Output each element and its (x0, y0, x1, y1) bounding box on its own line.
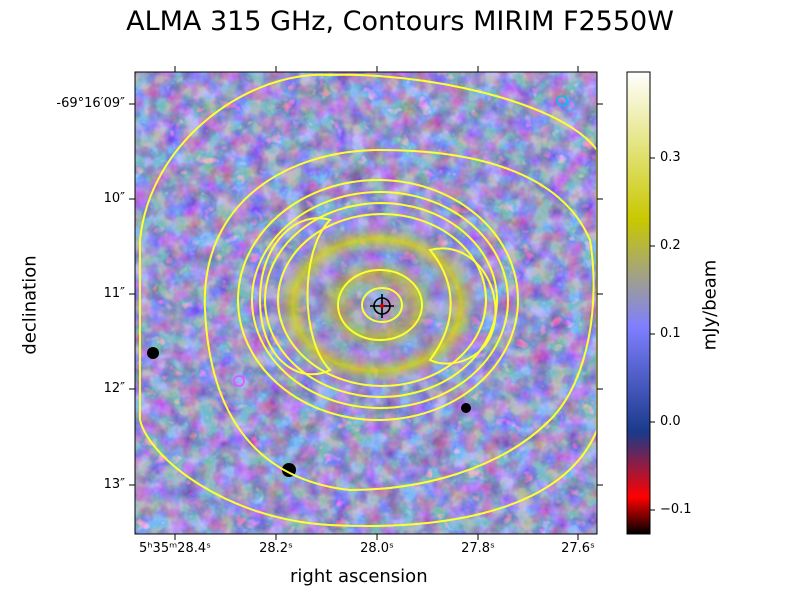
x-axis-label: right ascension (290, 566, 428, 587)
x-tick-label: 5ʰ35ᵐ28.4ˢ (139, 541, 211, 556)
colorbar-tick-label: 0.2 (660, 238, 681, 253)
contour-2 (203, 148, 595, 492)
magenta-circle (233, 375, 245, 387)
x-tick-label: 27.8ˢ (461, 541, 495, 556)
contour-4 (251, 191, 509, 409)
x-tick-label: 28.2ˢ (259, 541, 293, 556)
contour-8 (428, 247, 497, 365)
y-tick-label: 13″ (103, 477, 125, 492)
plot-frame (134, 71, 598, 535)
center-crosshair (370, 294, 394, 318)
colorbar-label: mJy/beam (699, 259, 721, 351)
y-tick-label: 11″ (103, 286, 125, 301)
contours (139, 73, 597, 528)
colorbar-tick-label: 0.0 (660, 414, 681, 429)
dark-spot (461, 403, 471, 413)
y-tick-label: 10″ (103, 191, 125, 206)
image-panel (135, 72, 597, 534)
x-tick-label: 28.0ˢ (360, 541, 394, 556)
y-tick-label: 12″ (103, 381, 125, 396)
colorbar (626, 71, 655, 535)
axis-tick-marks (129, 66, 603, 540)
colorbar-tick-label: 0.1 (660, 326, 681, 341)
dark-spot (147, 347, 159, 359)
x-tick-label: 27.6ˢ (561, 541, 595, 556)
contour-core (361, 287, 403, 323)
contour-outer (139, 73, 597, 528)
chart-title: ALMA 315 GHz, Contours MIRIM F2550W (126, 6, 674, 37)
cyan-circle (556, 95, 568, 107)
contour-inner (337, 269, 423, 341)
contour-7 (258, 217, 332, 376)
colorbar-tick-label: 0.3 (660, 150, 681, 165)
colorbar-tick-label: −0.1 (660, 502, 692, 517)
y-tick-label: -69°16′09″ (56, 96, 125, 111)
contour-5 (264, 202, 498, 398)
contour-3 (237, 179, 519, 421)
contour-6 (277, 213, 487, 387)
y-axis-label: declination (19, 255, 41, 355)
